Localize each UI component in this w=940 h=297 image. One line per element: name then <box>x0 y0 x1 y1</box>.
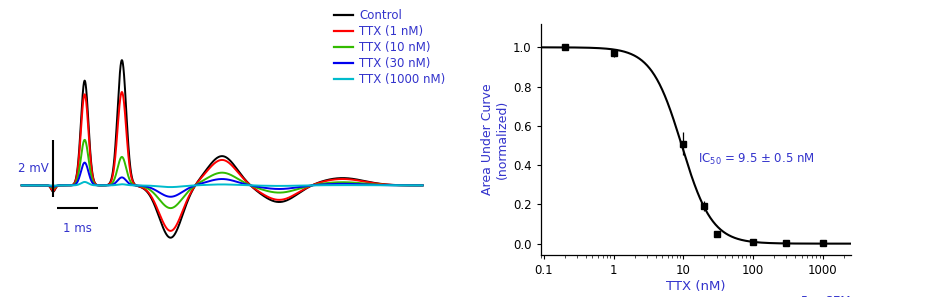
Text: n = 5 ± SEM: n = 5 ± SEM <box>776 295 851 297</box>
Legend: Control, TTX (1 nM), TTX (10 nM), TTX (30 nM), TTX (1000 nM): Control, TTX (1 nM), TTX (10 nM), TTX (3… <box>335 9 446 86</box>
X-axis label: TTX (nM): TTX (nM) <box>666 280 726 293</box>
Text: IC$_{50}$ = 9.5 ± 0.5 nM: IC$_{50}$ = 9.5 ± 0.5 nM <box>697 152 814 167</box>
Y-axis label: Area Under Curve
(normalized): Area Under Curve (normalized) <box>480 84 509 195</box>
Text: 1 ms: 1 ms <box>63 222 92 235</box>
Text: 2 mV: 2 mV <box>18 162 49 175</box>
